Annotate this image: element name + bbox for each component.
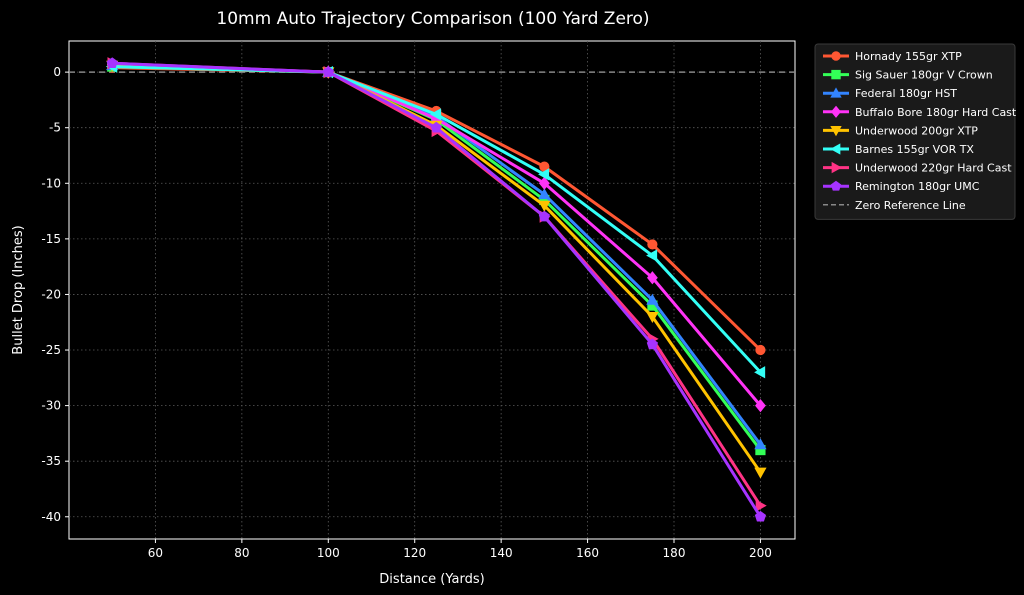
x-tick-label: 160 [576, 546, 599, 560]
x-tick-label: 60 [148, 546, 163, 560]
legend-marker [831, 51, 841, 61]
legend-marker [831, 69, 841, 80]
legend-item: Barnes 155gr VOR TX [823, 143, 974, 156]
y-axis-label: Bullet Drop (Inches) [11, 225, 26, 354]
y-tick-label: -5 [49, 121, 61, 135]
y-tick-label: -25 [41, 343, 61, 357]
data-point [538, 200, 551, 212]
legend-label: Underwood 220gr Hard Cast [855, 162, 1012, 175]
data-point [538, 188, 551, 200]
legend-label: Underwood 200gr XTP [855, 124, 978, 137]
data-point [322, 66, 334, 77]
data-point [646, 249, 658, 262]
y-tick-label: -30 [41, 399, 61, 413]
data-point [755, 499, 767, 512]
legend-item: Underwood 220gr Hard Cast [823, 162, 1012, 175]
y-axis-ticks: 0 -5 -10 -15 -20 -25 -30 -35 -40 [41, 65, 69, 524]
y-tick-label: -15 [41, 232, 61, 246]
x-tick-label: 100 [317, 546, 340, 560]
legend-item: Zero Reference Line [823, 199, 966, 212]
series-line-remington-180gr-umc [112, 61, 762, 518]
data-point [538, 210, 550, 222]
y-tick-label: -35 [41, 454, 61, 468]
legend-label: Federal 180gr HST [855, 87, 957, 100]
legend-label: Hornady 155gr XTP [855, 50, 962, 63]
data-point [755, 344, 766, 356]
data-point [754, 366, 766, 379]
legend-item: Remington 180gr UMC [823, 180, 980, 193]
y-tick-label: 0 [53, 65, 61, 79]
data-point [646, 311, 659, 323]
legend-label: Barnes 155gr VOR TX [855, 143, 974, 156]
chart-title: 10mm Auto Trajectory Comparison (100 Yar… [216, 9, 649, 29]
legend-marker [830, 143, 841, 155]
data-point [755, 398, 766, 413]
x-tick-label: 140 [490, 546, 513, 560]
legend-item: Buffalo Bore 180gr Hard Cast [823, 105, 1017, 119]
y-tick-label: -40 [41, 510, 61, 524]
data-point [754, 467, 767, 479]
x-tick-label: 80 [234, 546, 249, 560]
series-group [105, 57, 767, 522]
legend-item: Underwood 200gr XTP [823, 124, 978, 137]
data-point [430, 108, 442, 121]
data-point [538, 168, 550, 181]
x-axis-label: Distance (Yards) [379, 572, 484, 587]
legend-marker [830, 126, 842, 137]
data-point [754, 438, 767, 450]
x-tick-label: 120 [403, 546, 426, 560]
legend: Hornady 155gr XTP Sig Sauer 180gr V Crown… [814, 43, 1017, 220]
legend-item: Federal 180gr HST [823, 87, 957, 100]
legend-item: Hornady 155gr XTP [823, 50, 962, 63]
legend-label: Remington 180gr UMC [855, 180, 980, 193]
legend-marker [831, 161, 842, 174]
data-point [754, 510, 767, 522]
data-point [647, 239, 658, 250]
legend-marker [830, 87, 842, 98]
data-point [430, 121, 442, 133]
series-remington-180gr-umc [106, 57, 767, 522]
data-point [106, 57, 118, 69]
y-tick-label: -20 [41, 287, 61, 301]
legend-label: Sig Sauer 180gr V Crown [855, 69, 993, 82]
legend-marker [830, 180, 842, 191]
x-axis-ticks: 60 80 100 120 140 160 180 200 [148, 539, 772, 560]
data-point [646, 338, 659, 350]
x-tick-label: 180 [663, 546, 686, 560]
legend-item: Sig Sauer 180gr V Crown [823, 69, 993, 82]
data-point [646, 271, 658, 285]
legend-label: Buffalo Bore 180gr Hard Cast [855, 106, 1017, 119]
x-tick-label: 200 [749, 546, 772, 560]
data-point [538, 176, 550, 190]
legend-marker [831, 105, 841, 118]
legend-label: Zero Reference Line [855, 199, 966, 212]
y-tick-label: -10 [41, 176, 61, 190]
data-point [646, 293, 659, 305]
legend-box [814, 43, 1016, 220]
